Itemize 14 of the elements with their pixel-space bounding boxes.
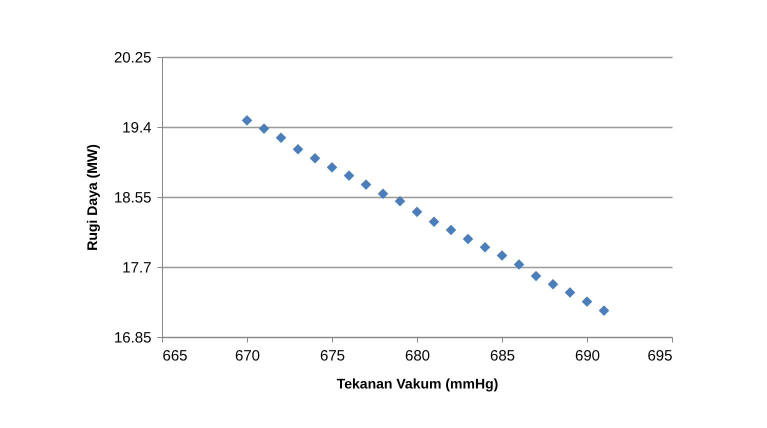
y-axis-title: Rugi Daya (MW): [84, 144, 100, 251]
x-tick-label: 680: [404, 348, 430, 364]
x-tick-label: 685: [490, 348, 516, 364]
y-tick-label: 19.4: [122, 120, 152, 136]
y-tick-label: 17.7: [122, 260, 152, 276]
x-axis-title: Tekanan Vakum (mmHg): [336, 376, 498, 392]
y-tick-label: 18.55: [114, 190, 152, 206]
x-tick-label: 670: [234, 348, 260, 364]
x-tick-label: 695: [647, 348, 672, 364]
x-tick-label: 675: [320, 348, 346, 364]
x-tick-label: 665: [162, 348, 188, 364]
x-tick-label: 690: [574, 348, 600, 364]
y-tick-label: 20.25: [114, 50, 152, 66]
y-tick-label: 16.85: [114, 330, 152, 346]
